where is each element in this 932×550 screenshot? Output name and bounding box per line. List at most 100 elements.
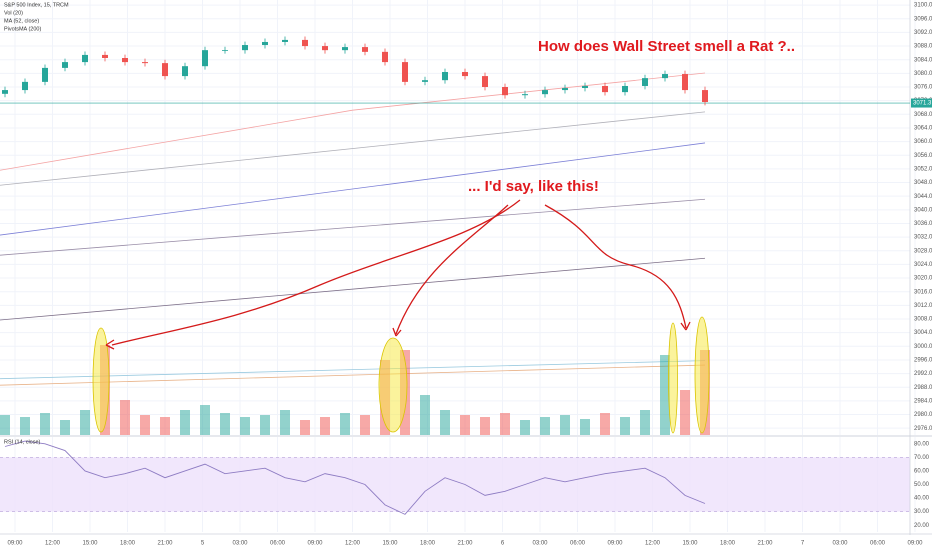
x-tick-label: 12:00 [345, 541, 361, 547]
candle-body [362, 47, 368, 52]
candle-body [162, 63, 168, 77]
x-tick-label: 21:00 [457, 541, 473, 547]
y-tick-label: 3096.0 [914, 16, 932, 22]
arrow-head [392, 327, 402, 337]
candle-body [222, 50, 228, 51]
arrow [544, 204, 687, 329]
indicator-line [0, 198, 706, 256]
x-tick-label: 03:00 [532, 541, 548, 547]
candle-body [2, 90, 8, 94]
volume-bar [600, 413, 610, 435]
y-tick-label: 2996.0 [914, 358, 932, 364]
volume-bar [480, 417, 490, 435]
volume-bar [580, 419, 590, 435]
highlights [92, 316, 710, 434]
x-tick-label: 6 [501, 541, 505, 547]
indicator-line [0, 257, 706, 321]
volume-bar [360, 415, 370, 435]
volume-bar [320, 417, 330, 435]
candle-body [262, 41, 268, 46]
annotation: How does Wall Street smell a Rat ?.. [538, 38, 795, 55]
x-tick-label: 21:00 [757, 541, 773, 547]
y-tick-label: 2980.0 [914, 412, 932, 418]
y-tick-label: 3044.0 [914, 194, 932, 200]
candle-body [342, 47, 348, 51]
x-tick-label: 09:00 [7, 541, 23, 547]
candle-body [562, 88, 568, 91]
annotation: ... I'd say, like this! [468, 178, 599, 195]
y-tick-label: 3056.0 [914, 153, 932, 159]
volume-bar [520, 420, 530, 435]
highlight [378, 337, 408, 433]
y-tick-label: 3008.0 [914, 317, 932, 323]
x-tick-label: 15:00 [82, 541, 98, 547]
volume-bar [540, 417, 550, 435]
volume-bar [440, 410, 450, 435]
volume-bar [80, 410, 90, 435]
y-tick-label: 3084.0 [914, 57, 932, 63]
candle-body [642, 78, 648, 86]
candle-body [322, 46, 328, 51]
volume-bar [420, 395, 430, 435]
legend-rsi: RSI (14, close) [4, 439, 41, 445]
candle-body [22, 81, 28, 91]
volume-bar [200, 405, 210, 435]
volume-bar [340, 413, 350, 435]
arrow-head [680, 321, 691, 331]
legend-volume: Vol (20) [4, 10, 23, 16]
candle-body [202, 50, 208, 67]
y-tick-label: 3080.0 [914, 71, 932, 77]
y-tick-label: 3100.0 [914, 3, 932, 9]
volume-bar [220, 413, 230, 435]
volume-bar [660, 355, 670, 435]
candle-body [82, 54, 88, 63]
candle-body [622, 85, 628, 93]
indicator-line [0, 72, 706, 171]
y-tick-label: 3004.0 [914, 330, 932, 336]
last-price-label: 3071.3 [913, 101, 932, 107]
candle-body [542, 90, 548, 95]
rsi-tick-label: 50.00 [914, 482, 930, 488]
x-tick-label: 06:00 [270, 541, 286, 547]
rsi-line [4, 440, 706, 515]
highlight [92, 327, 110, 433]
rsi-tick-label: 80.00 [914, 441, 930, 447]
rsi-tick-label: 70.00 [914, 455, 930, 461]
candle-body [502, 87, 508, 96]
candle-body [602, 85, 608, 93]
candle-body [582, 85, 588, 89]
y-tick-label: 3068.0 [914, 112, 932, 118]
legend-symbol: S&P 500 Index, 15, TRCM [4, 2, 69, 8]
indicator-line [0, 111, 706, 186]
last-price-tag [911, 98, 932, 108]
arrow [111, 199, 521, 346]
volume-bar [560, 415, 570, 435]
volume-bar [40, 413, 50, 435]
candle-body [442, 71, 448, 81]
legend-pivots: PivotsMA (200) [4, 26, 41, 32]
y-tick-label: 3092.0 [914, 30, 932, 36]
volume-bar [680, 390, 690, 435]
rsi-tick-label: 60.00 [914, 469, 930, 475]
volume-bar [60, 420, 70, 435]
volume-bar [460, 415, 470, 435]
candle-body [682, 74, 688, 91]
x-tick-label: 03:00 [232, 541, 248, 547]
arrows [105, 199, 691, 350]
candle-body [62, 62, 68, 68]
y-tick-label: 3012.0 [914, 303, 932, 309]
y-tick-label: 2988.0 [914, 385, 932, 391]
volume-bar [500, 413, 510, 435]
candle-body [662, 74, 668, 79]
y-tick-label: 3040.0 [914, 207, 932, 213]
candle-body [282, 39, 288, 42]
x-tick-label: 12:00 [645, 541, 661, 547]
candle-body [402, 62, 408, 82]
x-tick-label: 15:00 [682, 541, 698, 547]
x-tick-label: 06:00 [570, 541, 586, 547]
x-tick-label: 09:00 [607, 541, 623, 547]
arrow-head [105, 339, 115, 350]
x-tick-label: 18:00 [720, 541, 736, 547]
candle-body [122, 58, 128, 63]
x-tick-label: 15:00 [382, 541, 398, 547]
